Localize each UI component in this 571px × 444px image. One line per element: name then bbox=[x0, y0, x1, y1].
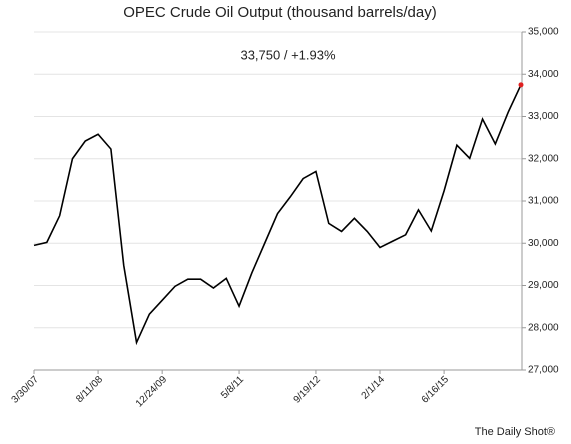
x-tick-label: 12/24/09 bbox=[134, 374, 170, 410]
y-tick-label: 31,000 bbox=[528, 196, 559, 207]
x-tick-label: 3/30/07 bbox=[10, 374, 42, 406]
x-tick-label: 2/1/14 bbox=[360, 374, 388, 402]
data-line bbox=[33, 84, 522, 346]
y-tick-label: 33,000 bbox=[528, 111, 559, 122]
x-tick-label: 5/8/11 bbox=[219, 374, 246, 401]
x-tick-label: 6/16/15 bbox=[420, 374, 452, 406]
y-tick-label: 27,000 bbox=[528, 365, 559, 376]
x-tick-label: 8/11/08 bbox=[74, 374, 105, 405]
y-tick-label: 32,000 bbox=[528, 153, 559, 164]
chart-title: OPEC Crude Oil Output (thousand barrels/… bbox=[123, 4, 436, 21]
y-tick-label: 29,000 bbox=[528, 280, 559, 291]
y-tick-label: 34,000 bbox=[528, 69, 559, 80]
y-tick-label: 28,000 bbox=[528, 322, 559, 333]
x-tick-label: 9/19/12 bbox=[292, 374, 324, 406]
y-tick-label: 35,000 bbox=[528, 27, 559, 38]
source: The Daily Shot® bbox=[475, 426, 555, 438]
y-tick-label: 30,000 bbox=[528, 238, 559, 249]
annotation: 33,750 / +1.93% bbox=[240, 47, 335, 62]
last-point bbox=[518, 82, 524, 88]
